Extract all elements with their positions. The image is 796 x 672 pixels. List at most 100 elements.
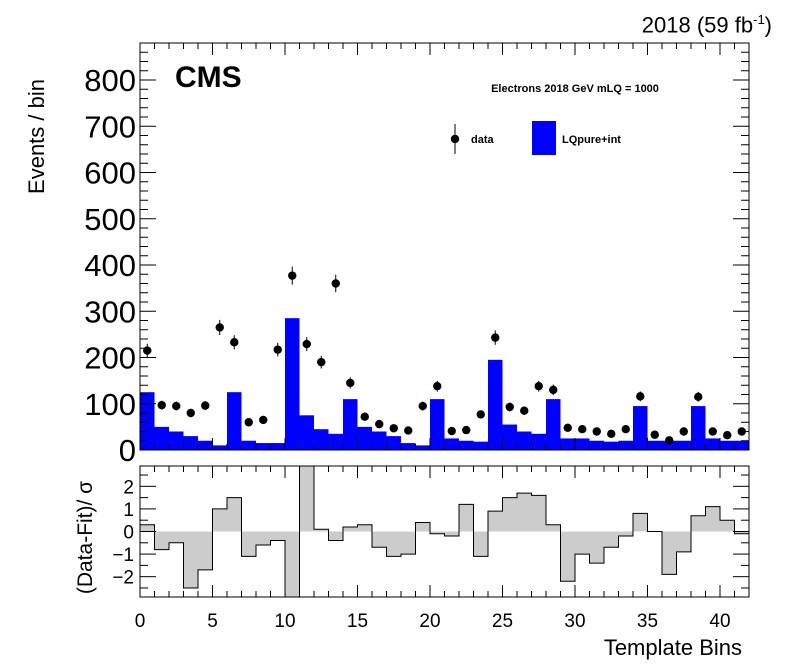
data-point-29 — [563, 423, 572, 432]
ratio-bar-11 — [299, 466, 314, 532]
data-point-18 — [404, 426, 413, 435]
ratio-bar-24 — [488, 511, 503, 532]
ratio-ytick-label-4: 2 — [123, 477, 134, 498]
data-point-11 — [302, 339, 311, 349]
ratio-xtick-label-6: 30 — [564, 611, 585, 632]
data-point-8 — [259, 415, 268, 425]
main-frame — [139, 42, 750, 451]
ratio-bar-19 — [415, 522, 430, 532]
mc-bar-9 — [270, 443, 285, 450]
ratio-bar-5 — [212, 508, 227, 532]
data-point-39 — [708, 427, 717, 436]
ratio-ylabel: (Data-Fit)/ σ — [74, 481, 97, 594]
data-point-38 — [694, 392, 703, 402]
data-point-14 — [346, 378, 355, 388]
mc-bar-8 — [256, 443, 271, 450]
data-point-35 — [650, 430, 659, 439]
mc-bar-3 — [183, 436, 198, 450]
data-point-22 — [462, 425, 471, 435]
mc-bar-23 — [473, 441, 488, 450]
ratio-bar-4 — [198, 531, 213, 570]
main-ytick-label-2: 200 — [84, 341, 136, 376]
mc-bar-28 — [546, 399, 561, 450]
data-point-30 — [578, 424, 587, 434]
cms-label: CMS — [175, 61, 242, 94]
ratio-xtick-label-0: 0 — [135, 611, 146, 632]
mc-bar-30 — [575, 438, 590, 450]
ratio-xtick-label-2: 10 — [274, 611, 295, 632]
data-point-21 — [447, 426, 456, 436]
ratio-bar-30 — [575, 531, 590, 555]
ratio-bar-31 — [589, 531, 604, 564]
ratio-bar-32 — [604, 531, 619, 548]
data-point-20 — [433, 381, 442, 391]
ratio-ytick-label-0: −2 — [112, 568, 134, 589]
ratio-xtick-label-7: 35 — [637, 611, 658, 632]
channel-annotation: Electrons 2018 GeV mLQ = 1000 — [491, 83, 659, 95]
ratio-ytick-label-3: 1 — [123, 500, 134, 521]
ratio-bar-3 — [183, 531, 198, 588]
mc-bar-1 — [154, 426, 169, 450]
data-point-17 — [389, 424, 398, 433]
mc-bar-39 — [705, 438, 720, 450]
data-point-3 — [186, 408, 195, 418]
ratio-xlabel: Template Bins — [604, 635, 742, 660]
data-point-28 — [549, 385, 558, 395]
mc-bar-17 — [386, 436, 401, 450]
mc-bar-0 — [140, 392, 155, 450]
ratio-bar-25 — [502, 497, 517, 532]
mc-bar-22 — [459, 440, 474, 450]
mc-bar-21 — [444, 438, 459, 450]
main-ytick-label-7: 700 — [84, 109, 136, 144]
mc-bar-10 — [285, 318, 300, 450]
data-point-10 — [288, 271, 297, 280]
ratio-bar-20 — [430, 531, 445, 534]
ratio-bar-6 — [227, 497, 242, 532]
ratio-bar-14 — [343, 526, 358, 532]
ratio-bar-22 — [459, 504, 474, 532]
ratio-bar-16 — [372, 531, 387, 548]
ratio-bar-41 — [734, 531, 749, 534]
ratio-bar-9 — [270, 531, 285, 541]
ratio-ytick-label-2: 0 — [123, 523, 134, 544]
main-ytick-label-8: 800 — [84, 63, 136, 98]
data-point-2 — [172, 401, 181, 411]
ratio-bar-1 — [154, 531, 169, 550]
ratio-bar-39 — [705, 506, 720, 532]
ratio-bar-0 — [140, 524, 155, 532]
ratio-xtick-label-5: 25 — [492, 611, 513, 632]
mc-bar-33 — [618, 440, 633, 450]
mc-bar-5 — [212, 445, 227, 450]
ratio-step-outline — [140, 465, 749, 598]
legend-data-marker — [450, 134, 460, 144]
data-point-16 — [375, 419, 384, 429]
data-point-9 — [273, 345, 282, 354]
luminosity-exponent: -1 — [753, 12, 765, 27]
ratio-bar-8 — [256, 531, 271, 546]
data-point-6 — [230, 338, 239, 347]
data-point-4 — [201, 401, 210, 410]
mc-bar-16 — [372, 431, 387, 450]
ratio-bar-40 — [720, 520, 735, 532]
data-point-24 — [491, 333, 500, 342]
mc-bar-40 — [720, 440, 735, 450]
legend-data-label: data — [471, 134, 495, 146]
mc-bar-31 — [589, 440, 604, 450]
mc-bar-12 — [314, 429, 329, 450]
mc-bar-19 — [415, 445, 430, 450]
ratio-bar-34 — [633, 513, 648, 532]
ratio-bar-28 — [546, 524, 561, 532]
ratio-xtick-label-1: 5 — [207, 611, 218, 632]
data-point-1 — [157, 400, 166, 410]
mc-bar-32 — [604, 441, 619, 450]
luminosity-label: 2018 (59 fb-1) — [642, 12, 772, 38]
main-ytick-label-3: 300 — [84, 294, 136, 329]
legend-mc-label: LQpure+int — [562, 134, 621, 146]
mc-bar-25 — [502, 424, 517, 450]
ratio-bar-7 — [241, 531, 256, 557]
luminosity-text: 2018 (59 fb — [641, 12, 754, 38]
main-ylabel: Events / bin — [24, 79, 49, 194]
mc-bar-41 — [734, 440, 749, 450]
main-ytick-label-0: 0 — [119, 433, 136, 468]
